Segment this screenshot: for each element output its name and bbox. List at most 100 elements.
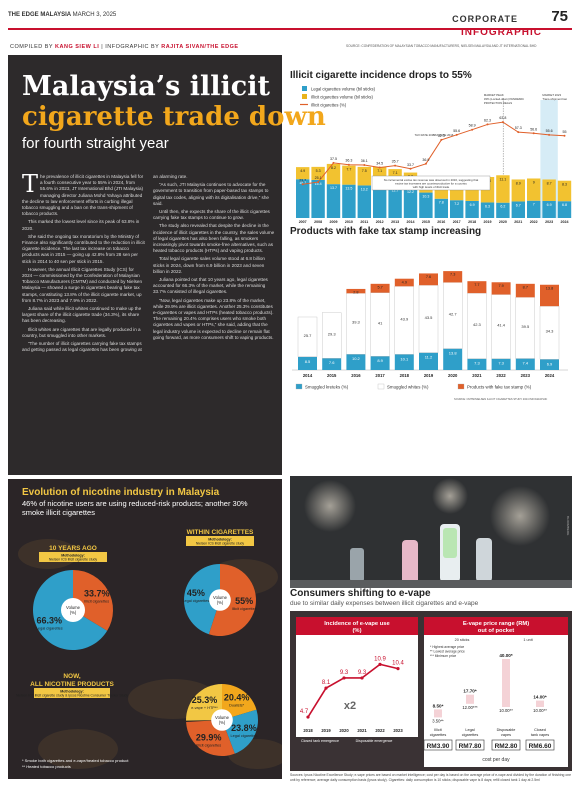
year-tick: 2010 [345, 220, 353, 224]
year-tick: 2016 [437, 220, 445, 224]
pie-label: Dualists* [229, 703, 245, 707]
legal-value: 6.3 [485, 204, 490, 208]
pct-point [440, 138, 443, 141]
year-tick: 2007 [299, 220, 307, 224]
pie-value: 25.3% [192, 695, 218, 705]
kretek-bar [322, 358, 342, 370]
year-tick: 2023 [393, 728, 403, 733]
vape-charts: Incidence of e-vape use(%) 4.7 2018 8.1 2019… [296, 617, 568, 767]
pie-value: 20.4% [224, 692, 250, 702]
legend-swatch [377, 383, 385, 390]
pct-point [501, 121, 504, 124]
section-label: CORPORATE [452, 14, 518, 24]
nicotine-title: Evolution of nicotine industry in Malays… [22, 487, 220, 498]
illicit-value: 7.7 [346, 168, 351, 172]
pct-label: 23.7 [299, 178, 306, 182]
label-disposable: Disposable emergence [356, 739, 393, 743]
price-category-2: cigarettes [430, 733, 447, 737]
cost-box [423, 739, 453, 751]
legal-bar [557, 201, 572, 218]
kretek-value: 6.9 [547, 361, 553, 366]
methodology-label: Methodology: [208, 538, 232, 542]
illicit-value: 4.9 [300, 169, 305, 173]
annotation-box-line1: No incremental excise tax revenue was ob… [384, 178, 479, 182]
pie-slice [208, 564, 256, 636]
white-value: 41.4 [497, 323, 506, 328]
fake-stamp-bar [370, 283, 390, 293]
legal-value: 15.4 [315, 182, 322, 186]
fake-stamp-bar [491, 282, 511, 295]
incidence-value: 10.4 [392, 661, 404, 667]
cost-per-day: RM2.80 [495, 743, 518, 750]
pct-point [517, 131, 520, 134]
illicit-value: 5.3 [316, 169, 321, 173]
nicotine-subtitle: 46% of nicotine users are using reduced-… [22, 499, 248, 517]
pct-point [363, 164, 366, 167]
pct-label: 62.3 [484, 118, 491, 122]
methodology-label: Methodology: [60, 690, 84, 694]
illicit-bar [296, 167, 310, 180]
legend-swatch [295, 383, 303, 390]
pct-label: 52.3 [438, 134, 445, 138]
white-bar [322, 312, 342, 359]
methodology-box [39, 552, 107, 562]
year-tick: 2020 [499, 220, 507, 224]
legend-swatch [302, 86, 307, 91]
fake-stamp-bar [394, 278, 414, 287]
legend-label: Smuggled whites (%) [387, 385, 429, 390]
price-low: 10.00** [499, 708, 513, 713]
pct-label: 36.3 [345, 159, 352, 163]
legend-label: Legal cigarettes volume (bil sticks) [311, 87, 376, 92]
fake-stamp-bar [515, 283, 535, 298]
fake-stamp-bar [443, 271, 463, 283]
pie-slice [184, 564, 220, 635]
vape-photo-illustration [290, 476, 572, 588]
incidence-box [296, 617, 418, 737]
kretek-bar [443, 348, 463, 370]
pct-label: 33.7 [407, 163, 414, 167]
pct-point [486, 123, 489, 126]
price-high: 40.00* [499, 653, 512, 658]
year-tick: 2024 [561, 220, 569, 224]
article-paragraph: Total legal cigarette sales volume stood… [153, 256, 265, 274]
year-tick: 2021 [514, 220, 522, 224]
year-tick: 2024 [545, 373, 555, 378]
legal-value: 6.2 [500, 205, 505, 209]
pie-value: 66.3% [37, 615, 63, 625]
illicit-bar [357, 166, 371, 186]
price-low: 10.00** [533, 708, 547, 713]
year-tick: 2013 [391, 220, 399, 224]
kretek-bar [298, 356, 317, 370]
illicit-value: 8.2 [331, 166, 336, 170]
pie-center-unit: (%) [217, 600, 224, 605]
illicit-value: 8.3 [562, 183, 567, 187]
pct-point [548, 133, 551, 136]
pct-label: 57.3 [515, 126, 522, 130]
headline-line3: for fourth straight year [22, 135, 169, 152]
article-paragraph: Illicit whites are cigarettes that are l… [22, 326, 141, 338]
year-tick: 2014 [303, 373, 313, 378]
incidence-point [396, 667, 400, 671]
white-value: 25.7 [304, 333, 313, 338]
pie-label: Illicit cigarettes [232, 607, 257, 611]
vape-subtitle: due to similar daily expenses between il… [290, 600, 479, 607]
pie-label: Legal cigarettes [182, 599, 209, 603]
price-high: 8.50* [433, 703, 444, 708]
illicit-value: 8.9 [516, 181, 521, 185]
pct-point [317, 181, 320, 184]
year-tick: 2018 [468, 220, 476, 224]
pie-label: Illicit cigarettes [84, 600, 109, 604]
incidence-point [378, 662, 382, 666]
footnote-1: * Smoke both cigarettes and e-vape/heate… [22, 758, 129, 763]
illicit-bar [557, 180, 572, 202]
pie-heading: WITHIN CIGARETTES [187, 529, 254, 536]
price-category: Disposable [497, 728, 516, 732]
pct-label: 37.5 [330, 157, 337, 161]
kretek-bar [515, 358, 535, 370]
page-number: 75 [551, 8, 568, 25]
white-bar [539, 305, 560, 360]
article-paragraph: Juliana said while illicit whites contin… [22, 306, 142, 324]
pct-label: 55.6 [546, 129, 553, 133]
pct-point [378, 166, 381, 169]
incidence-value: 9.3 [358, 670, 367, 676]
